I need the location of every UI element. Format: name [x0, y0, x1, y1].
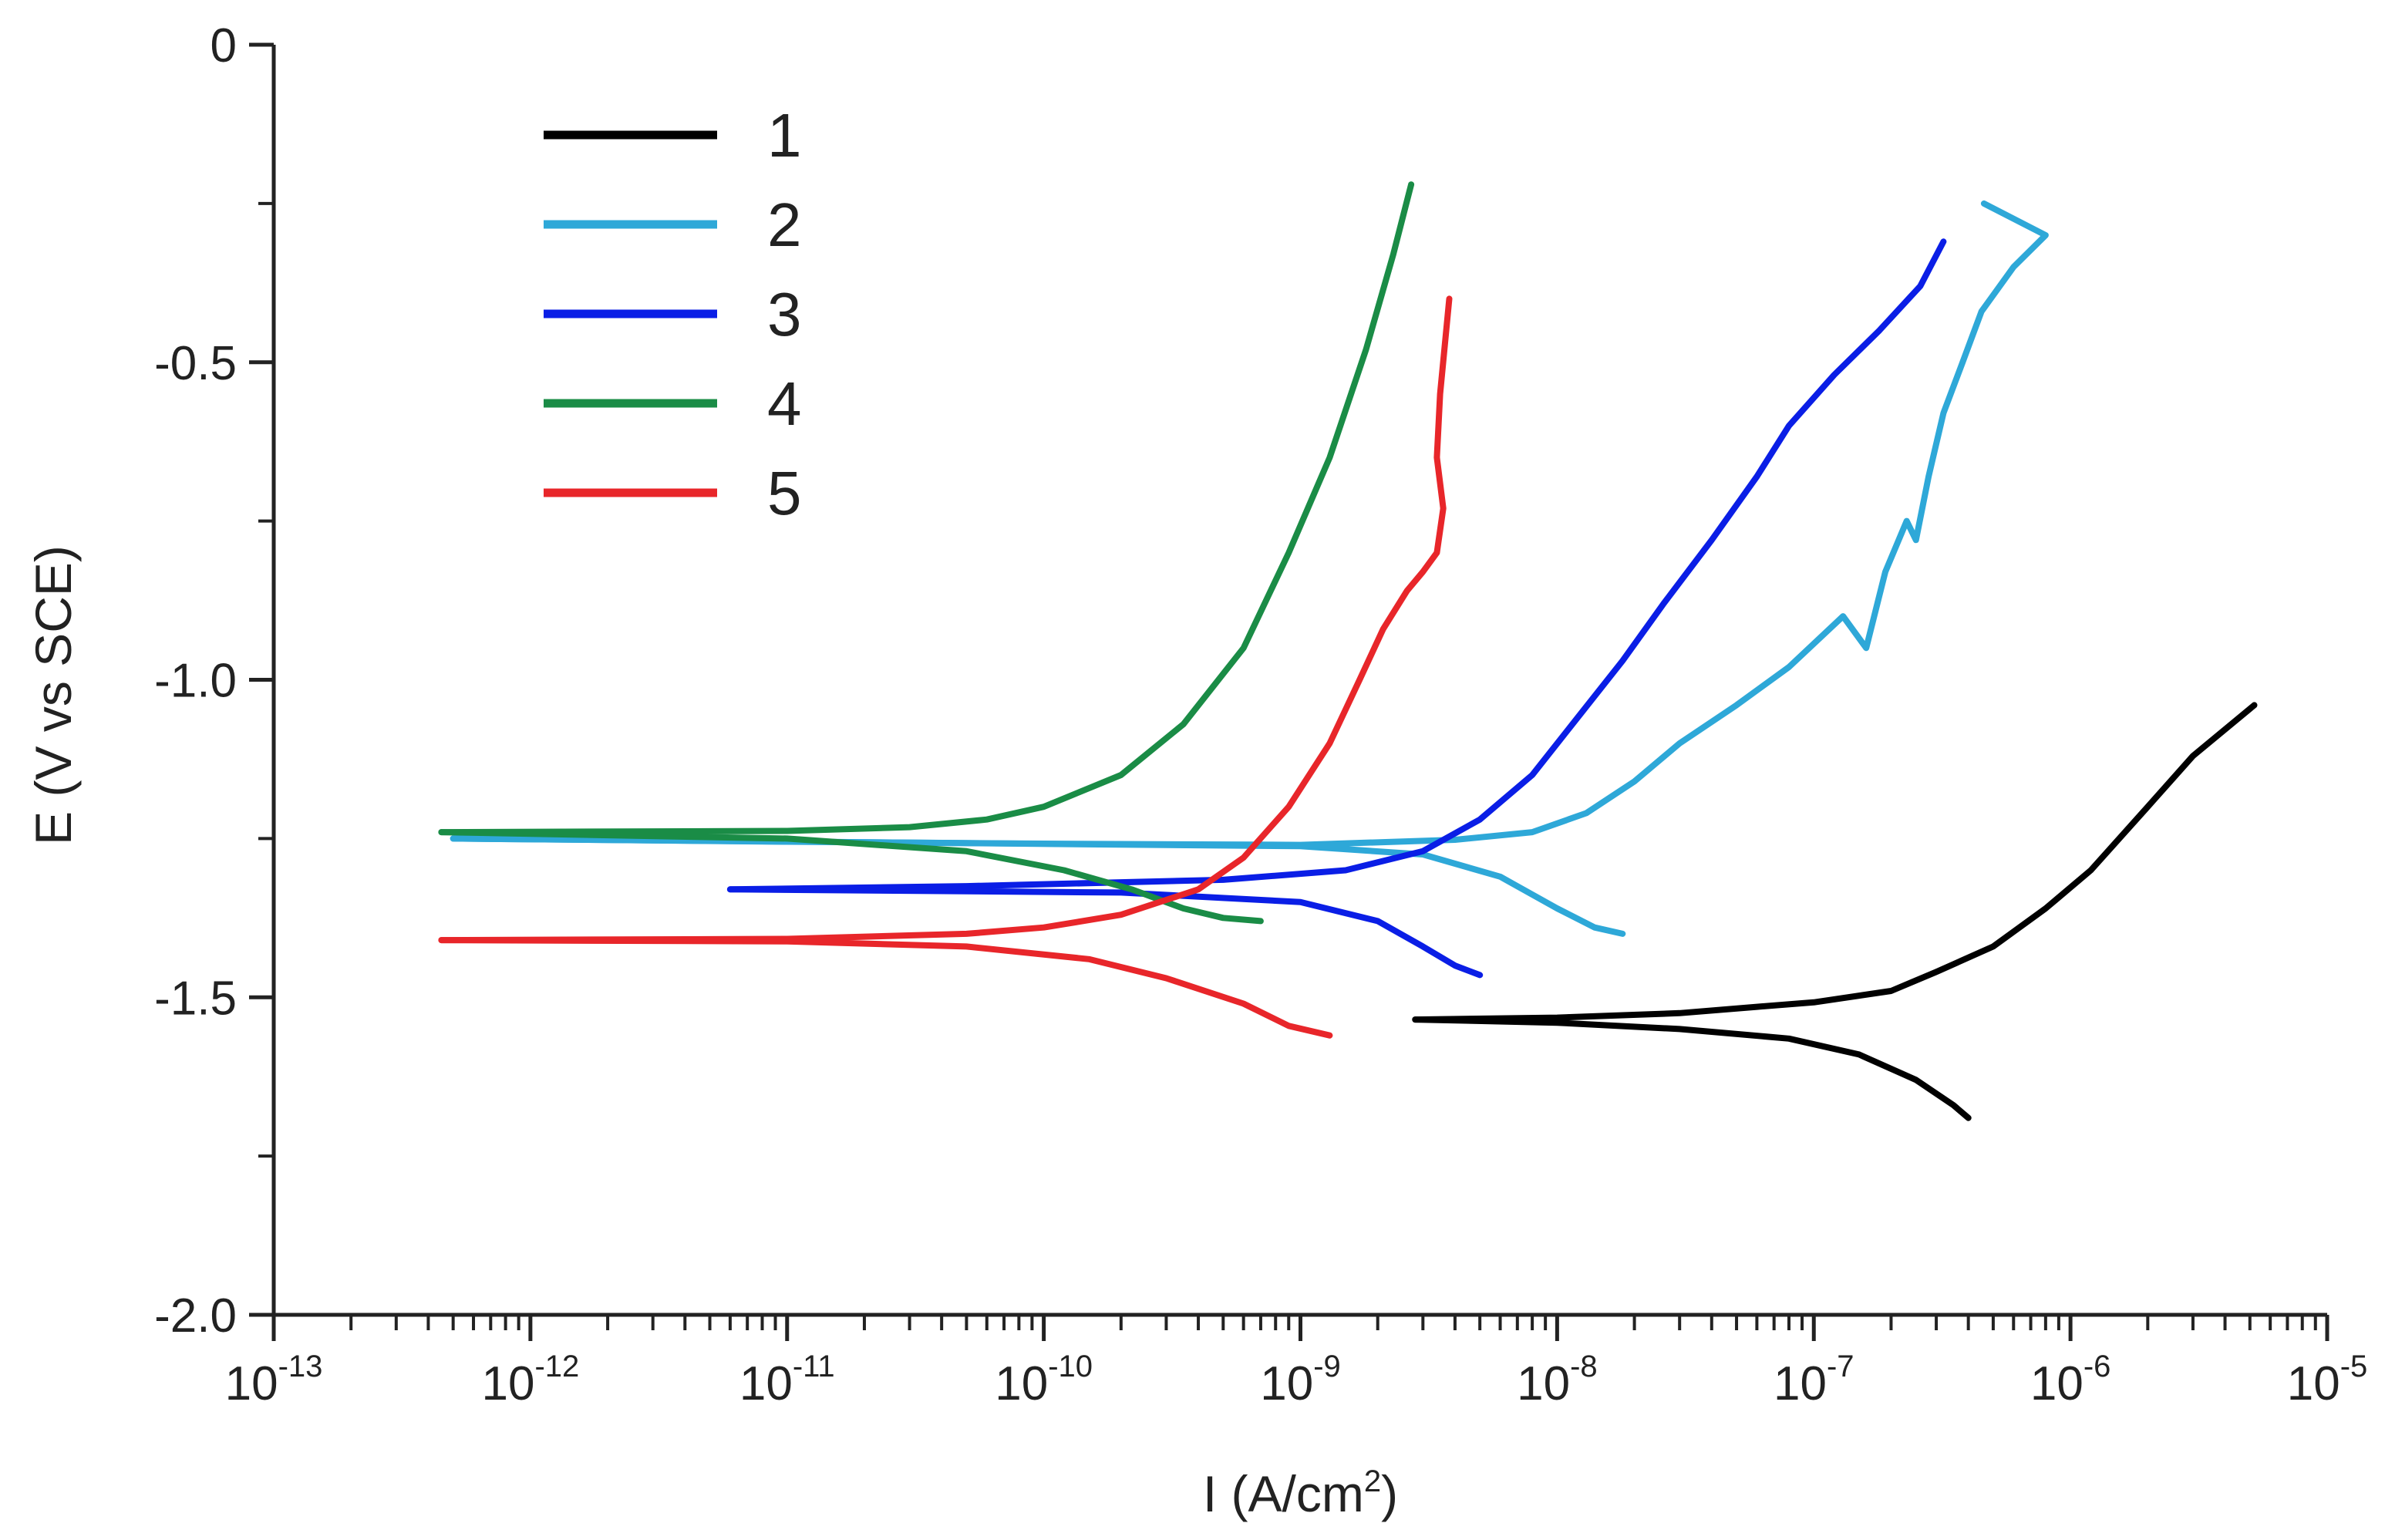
x-tick-label: 10-6: [2030, 1350, 2111, 1410]
x-axis-title-main: I (A/cm: [1203, 1465, 1364, 1522]
y-ticks: 0 -0.5 -1.0 -1.5 -2.0: [154, 19, 274, 1343]
legend-label-2: 2: [767, 190, 802, 259]
series-layer: [438, 181, 2258, 1121]
y-tick-label: 0: [211, 19, 237, 72]
x-tick-label: 10-9: [1260, 1350, 1341, 1410]
x-tick-label: 10-8: [1517, 1350, 1598, 1410]
series-1-anodic-line: [1412, 702, 2258, 1023]
x-tick-label: 10-7: [1774, 1350, 1854, 1410]
x-tick-label: 10-10: [995, 1350, 1093, 1410]
y-tick-label: -1.0: [154, 655, 237, 708]
legend-label-5: 5: [767, 459, 802, 527]
legend-label-3: 3: [767, 280, 802, 349]
y-tick-label: -1.5: [154, 972, 237, 1025]
series-2-anodic-line: [450, 200, 2049, 848]
x-axis-title: I (A/cm2): [1203, 1464, 1398, 1522]
y-axis-title: E (V vs SCE): [25, 545, 82, 845]
series-5-cathodic-line: [438, 937, 1333, 1039]
series-4-cathodic-line: [438, 829, 1264, 925]
series-3-cathodic-line: [726, 886, 1484, 979]
x-tick-label: 10-12: [481, 1350, 579, 1410]
series-1-cathodic-line: [1412, 1016, 1972, 1121]
legend-label-1: 1: [767, 101, 802, 170]
y-tick-label: -2.0: [154, 1289, 237, 1343]
x-axis-title-sup: 2: [1364, 1464, 1381, 1498]
series-4-anodic-line: [438, 181, 1415, 836]
series-5-anodic-line: [438, 295, 1453, 944]
x-tick-label: 10-13: [225, 1350, 323, 1410]
x-ticks: 10-13 10-12 10-11 10-10 10-9 10-8 10-7 10-6 10-5: [225, 1315, 2368, 1410]
x-tick-label: 10-5: [2287, 1350, 2368, 1410]
x-tick-label: 10-11: [739, 1350, 835, 1410]
legend: 1 2 3 4 5: [544, 101, 802, 527]
axes-layer: [271, 45, 2327, 1317]
x-axis-title-suffix: ): [1381, 1465, 1398, 1522]
legend-label-4: 4: [767, 369, 802, 438]
y-tick-label: -0.5: [154, 337, 237, 390]
series-3-anodic-line: [726, 238, 1947, 893]
